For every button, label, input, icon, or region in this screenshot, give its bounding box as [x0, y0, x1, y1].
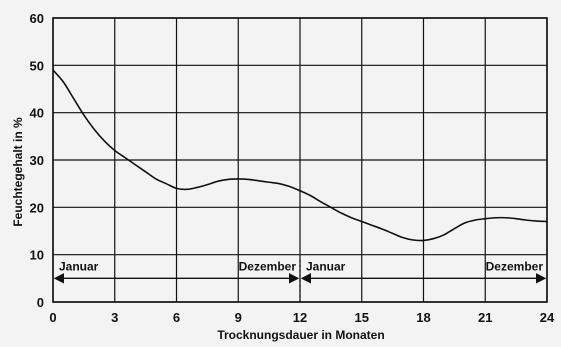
- y-tick-label: 40: [30, 106, 44, 121]
- x-tick-label: 0: [49, 310, 56, 325]
- period-end-label: Dezember: [486, 259, 544, 273]
- y-tick-label: 0: [37, 295, 44, 310]
- x-tick-label: 24: [540, 310, 555, 325]
- x-tick-label: 15: [355, 310, 369, 325]
- tick-labels: 0 3 6 9 12 15 18 21 24 0 10 20 30 40 50 60: [30, 11, 555, 325]
- x-tick-label: 9: [235, 310, 242, 325]
- y-tick-label: 30: [30, 153, 44, 168]
- x-tick-label: 6: [173, 310, 180, 325]
- period-annotations: Januar Dezember Januar Dezember: [53, 259, 547, 302]
- y-tick-label: 10: [30, 248, 44, 263]
- period-start-label: Januar: [59, 259, 99, 273]
- period-end-label: Dezember: [239, 259, 297, 273]
- y-tick-label: 50: [30, 58, 44, 73]
- x-tick-label: 12: [293, 310, 307, 325]
- period-start-label: Januar: [306, 259, 346, 273]
- series-line: [52, 69, 548, 242]
- series: [52, 69, 548, 242]
- y-tick-label: 20: [30, 200, 44, 215]
- x-tick-label: 3: [111, 310, 118, 325]
- y-axis-title: Feuchtegehalt in %: [11, 117, 25, 227]
- grid: [52, 17, 548, 303]
- x-tick-label: 21: [478, 310, 492, 325]
- x-tick-label: 18: [416, 310, 430, 325]
- y-tick-label: 60: [30, 11, 44, 26]
- x-axis-title: Trocknungsdauer in Monaten: [217, 328, 384, 342]
